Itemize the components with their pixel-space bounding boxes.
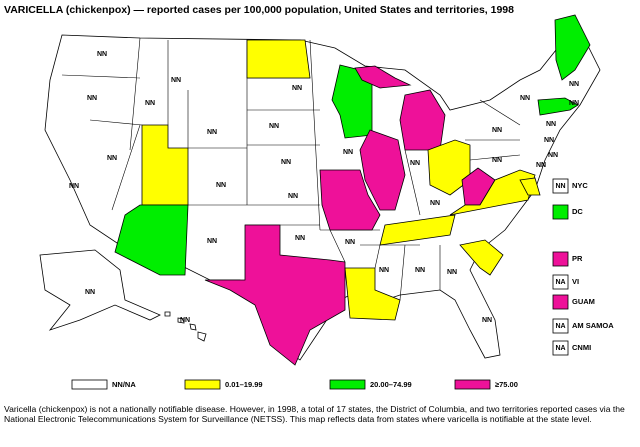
state-label: NN [345, 239, 355, 246]
legend-label: ≥75.00 [495, 380, 518, 389]
territory-name: CNMI [572, 343, 591, 352]
state-label: NN [569, 81, 579, 88]
territory-box [552, 178, 569, 194]
state-me [554, 14, 591, 81]
state-label: NN [207, 238, 217, 245]
legend-swatch [454, 379, 491, 390]
state-label: NN [107, 155, 117, 162]
state-nd [246, 39, 311, 79]
territory-name: PR [572, 254, 583, 263]
state-label: NN [492, 127, 502, 134]
state-label: NN [145, 100, 155, 107]
state-sc [459, 239, 504, 276]
alaska [39, 249, 161, 331]
state-borders [61, 37, 521, 301]
state-label: NN [447, 269, 457, 276]
state-label: NN [536, 162, 546, 169]
state-label: NN [292, 85, 302, 92]
territory-box [552, 340, 569, 356]
state-mi-upper [354, 65, 412, 89]
legend-label: 0.01–19.99 [225, 380, 263, 389]
state-label: NN [207, 129, 217, 136]
territory-box [552, 294, 569, 310]
state-label: NN [281, 159, 291, 166]
state-label: NN [180, 317, 190, 324]
territory-box [552, 318, 569, 334]
territory-box-label: NA [555, 279, 565, 286]
territory-box-label: NA [555, 345, 565, 352]
state-label: NN [415, 267, 425, 274]
territory-name: NYC [572, 181, 588, 190]
legend-swatch [71, 379, 108, 390]
territory-box-label: NA [555, 323, 565, 330]
legend-label: NN/NA [112, 380, 136, 389]
state-label: NN [269, 123, 279, 130]
territory-name: AM SAMOA [572, 321, 614, 330]
state-label: NN [569, 100, 579, 107]
legend-label: 20.00–74.99 [370, 380, 412, 389]
territory-box-label: NN [555, 183, 565, 190]
state-label: NN [216, 182, 226, 189]
state-label: NN [548, 152, 558, 159]
state-label: NN [546, 121, 556, 128]
state-label: NN [97, 51, 107, 58]
state-label: NN [482, 317, 492, 324]
state-label: NN [69, 183, 79, 190]
state-label: NN [87, 95, 97, 102]
state-label: NN [544, 137, 554, 144]
state-label: NN [379, 267, 389, 274]
state-la [344, 267, 401, 321]
state-label: NN [430, 200, 440, 207]
territory-name: VI [572, 277, 579, 286]
state-mo [319, 169, 381, 231]
state-md [519, 177, 541, 196]
legend: NN/NA 0.01–19.99 20.00–74.99 ≥75.00 [71, 379, 518, 390]
title: VARICELLA (chickenpox) — reported cases … [4, 4, 514, 16]
map: VARICELLA (chickenpox) — reported cases … [4, 4, 614, 390]
legend-swatch [184, 379, 221, 390]
hawaii [164, 311, 207, 342]
state-label: NN [410, 160, 420, 167]
state-tn [379, 214, 456, 246]
state-ma [537, 97, 579, 116]
state-label: NN [288, 193, 298, 200]
footnote: Varicella (chickenpox) is not a national… [4, 404, 625, 424]
territory-box [552, 251, 569, 267]
state-label: NN [343, 149, 353, 156]
state-il [359, 129, 406, 211]
territory-name: DC [572, 207, 583, 216]
state-tx [204, 224, 346, 366]
territory-box [552, 204, 569, 220]
state-label: NN [295, 235, 305, 242]
state-label: NN [520, 95, 530, 102]
territories: NN NYC DC PR NA VI GUAM NA AM SAMOA NA CNMI [552, 178, 614, 356]
territory-name: GUAM [572, 297, 595, 306]
us-map [39, 14, 601, 366]
state-label: NN [171, 77, 181, 84]
state-label: NN [492, 157, 502, 164]
legend-swatch [329, 379, 366, 390]
territory-box [552, 274, 569, 290]
state-az [114, 204, 189, 276]
state-label: NN [85, 289, 95, 296]
